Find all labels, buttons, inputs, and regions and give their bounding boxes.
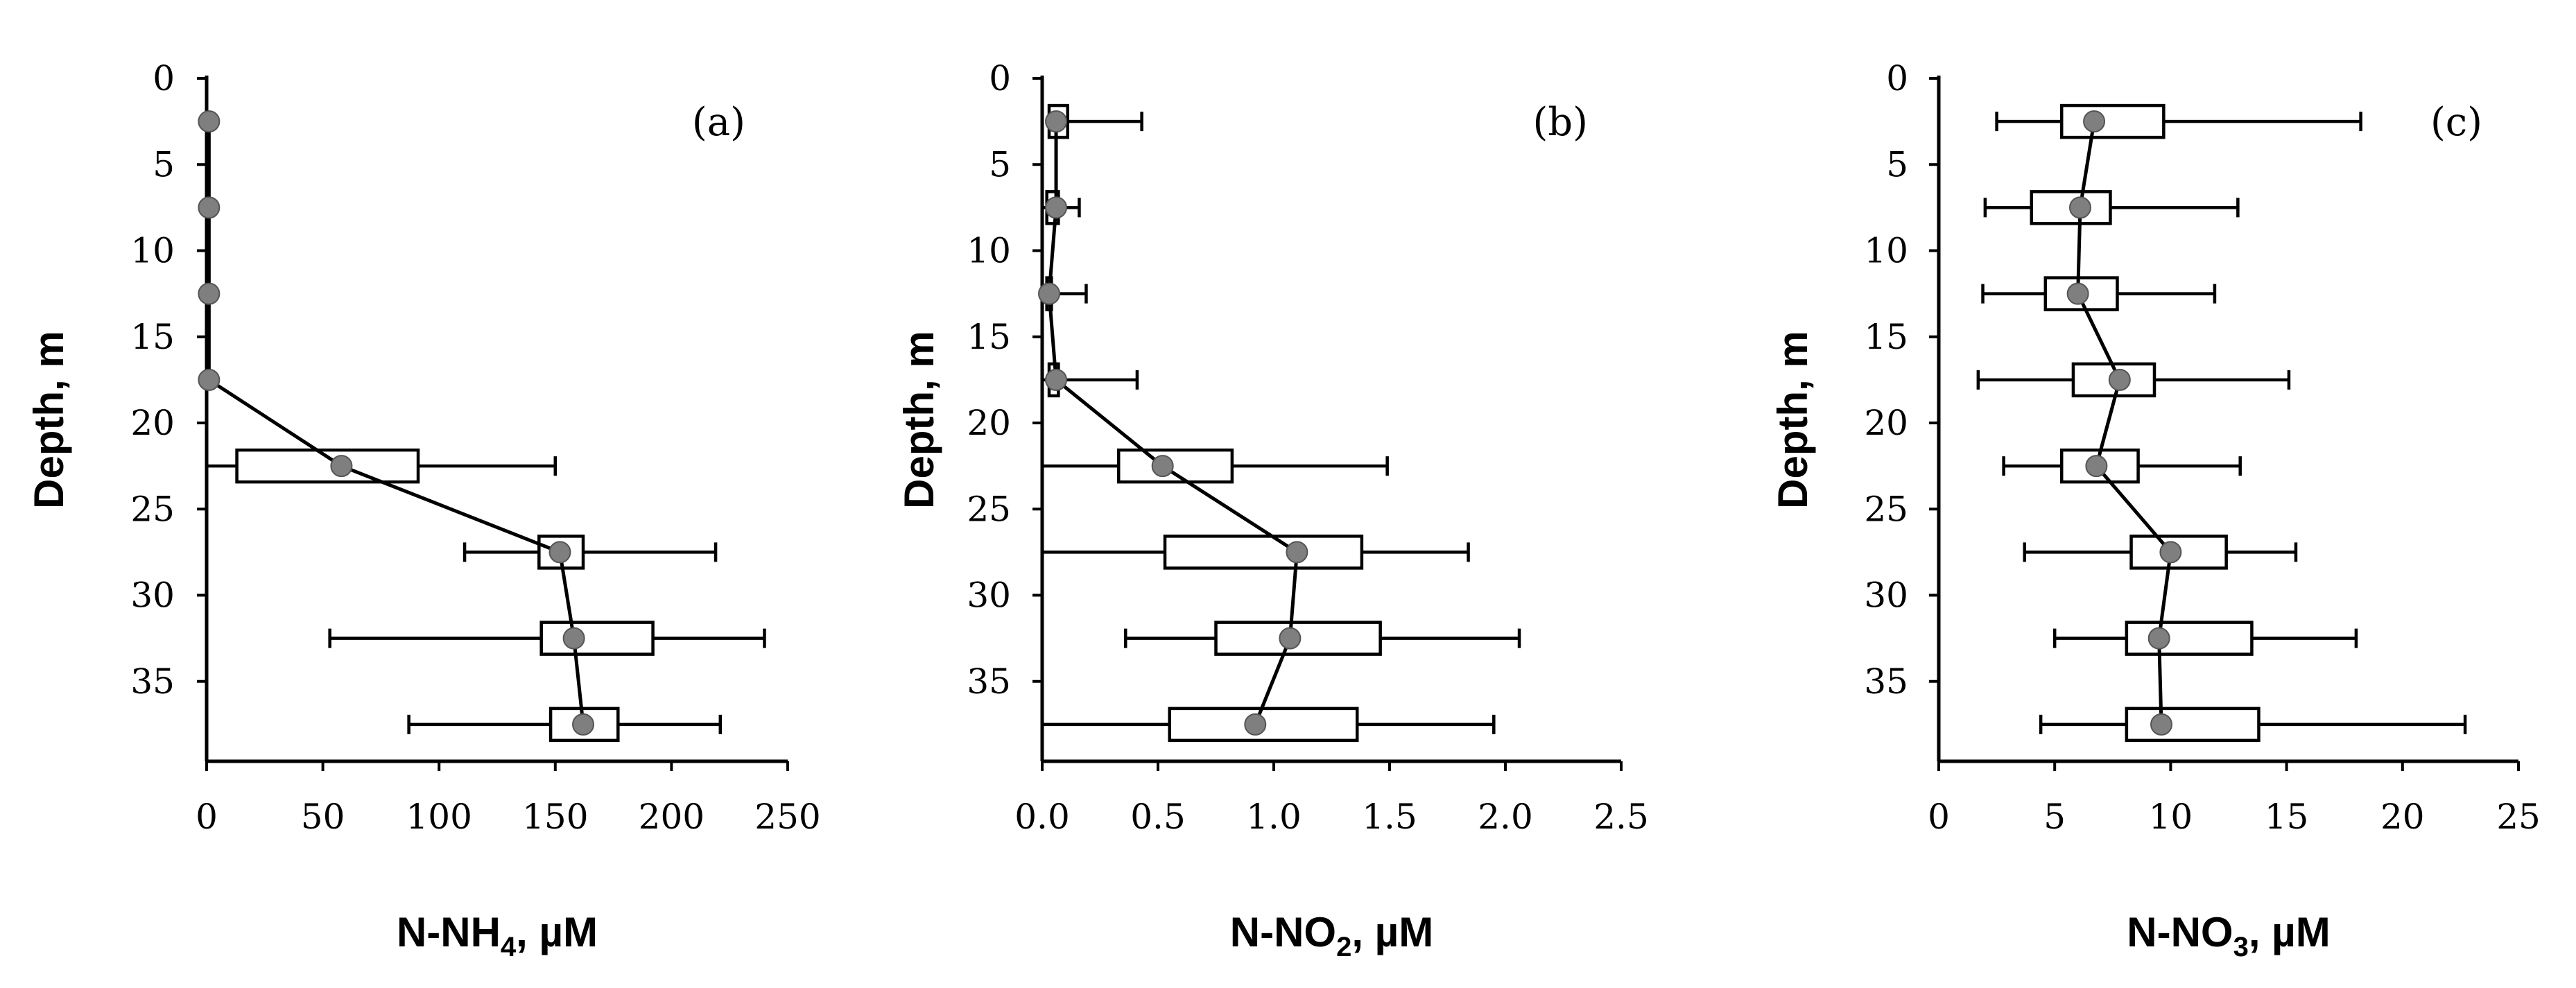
box <box>1163 535 1364 570</box>
y-tick-label: 5 <box>153 144 175 184</box>
y-tick-label: 0 <box>989 58 1011 98</box>
mean-point <box>1286 541 1308 564</box>
mean-point <box>2108 368 2131 391</box>
panel-label: (b) <box>1532 100 1588 145</box>
mean-point <box>1151 455 1174 478</box>
mean-point <box>198 110 221 133</box>
panel-c: 0 5 10 15 20 25 30 35 0 5 10 15 20 25 (c) Depth, m N-NO3… <box>1770 58 2541 962</box>
mean-point <box>198 368 221 391</box>
mean-line <box>2076 121 2173 725</box>
y-tick-label: 30 <box>967 575 1011 616</box>
y-tick-label: 25 <box>967 489 1011 529</box>
panel-label: (c) <box>2430 100 2482 145</box>
mean-point <box>1244 713 1267 736</box>
mean-point <box>198 196 221 219</box>
x-tick-label: 0 <box>1928 797 1950 837</box>
mean-point <box>198 282 221 305</box>
box <box>2125 621 2254 656</box>
x-tick-label: 20 <box>2380 797 2425 837</box>
panel-a: 0 5 10 15 20 25 30 35 0 50 100 150 200 250 (a) Depth, m… <box>26 58 821 962</box>
y-axis-title: Depth, m <box>26 331 72 509</box>
box <box>1116 448 1234 484</box>
y-tick-label: 15 <box>967 317 1011 357</box>
mean-point <box>330 455 353 478</box>
y-tick-label: 20 <box>1864 403 1908 443</box>
x-axis-title: N-NO3, µM <box>2127 909 2330 962</box>
mean-line <box>207 121 585 725</box>
x-tick-label: 10 <box>2149 797 2193 837</box>
x-axis-title: N-NH4, µM <box>397 909 598 962</box>
x-tick-label: 0.5 <box>1130 797 1186 837</box>
panel-b: 0 5 10 15 20 25 30 35 0.0 0.5 1.0 1.5 2.0 2.5 (b) Depth… <box>896 58 1649 962</box>
mean-point <box>1045 196 1068 219</box>
x-tick-label: 2.0 <box>1478 797 1533 837</box>
mean-point <box>562 627 585 650</box>
mean-point <box>2085 455 2108 478</box>
mean-point <box>1045 110 1068 133</box>
x-tick-label: 0.0 <box>1014 797 1070 837</box>
y-axis-title: Depth, m <box>896 331 942 509</box>
mean-point <box>548 541 571 564</box>
y-tick-label: 25 <box>130 489 175 529</box>
y-tick-label: 10 <box>1864 231 1908 271</box>
mean-point <box>2068 196 2091 219</box>
mean-line <box>1047 121 1299 725</box>
x-axis-title: N-NO2, µM <box>1230 909 1433 962</box>
x-tick-label: 200 <box>639 797 704 837</box>
x-tick-label: 50 <box>301 797 345 837</box>
box <box>2125 707 2261 743</box>
x-tick-label: 25 <box>2496 797 2541 837</box>
mean-point <box>2150 713 2173 736</box>
y-tick-label: 20 <box>130 403 175 443</box>
mean-point <box>2159 541 2182 564</box>
y-tick-label: 20 <box>967 403 1011 443</box>
x-tick-label: 0 <box>196 797 218 837</box>
y-tick-label: 10 <box>130 231 175 271</box>
mean-point <box>572 713 595 736</box>
x-tick-label: 1.5 <box>1362 797 1417 837</box>
x-tick-label: 1.0 <box>1246 797 1302 837</box>
y-tick-label: 25 <box>1864 489 1908 529</box>
y-tick-label: 0 <box>1886 58 1908 98</box>
y-tick-label: 30 <box>130 575 175 616</box>
y-tick-label: 0 <box>153 58 175 98</box>
y-tick-label: 35 <box>967 661 1011 702</box>
y-tick-label: 5 <box>989 144 1011 184</box>
y-tick-label: 15 <box>130 317 175 357</box>
box <box>235 448 420 484</box>
box <box>2059 103 2166 139</box>
x-tick-label: 15 <box>2265 797 2309 837</box>
panel-label: (a) <box>692 100 745 145</box>
mean-point <box>1038 282 1061 305</box>
box <box>539 621 655 656</box>
y-tick-label: 15 <box>1864 317 1908 357</box>
y-tick-label: 30 <box>1864 575 1908 616</box>
y-axis-title: Depth, m <box>1770 331 1816 509</box>
y-tick-label: 10 <box>967 231 1011 271</box>
x-tick-label: 150 <box>522 797 588 837</box>
x-tick-label: 5 <box>2043 797 2066 837</box>
x-tick-label: 100 <box>406 797 472 837</box>
y-tick-label: 35 <box>1864 661 1908 702</box>
mean-point <box>2147 627 2170 650</box>
x-tick-label: 2.5 <box>1593 797 1649 837</box>
y-tick-label: 35 <box>130 661 175 702</box>
mean-point <box>1045 368 1068 391</box>
x-tick-label: 250 <box>754 797 820 837</box>
mean-point <box>1279 627 1302 650</box>
mean-point <box>2083 110 2106 133</box>
y-tick-label: 5 <box>1886 144 1908 184</box>
mean-point <box>2066 282 2089 305</box>
